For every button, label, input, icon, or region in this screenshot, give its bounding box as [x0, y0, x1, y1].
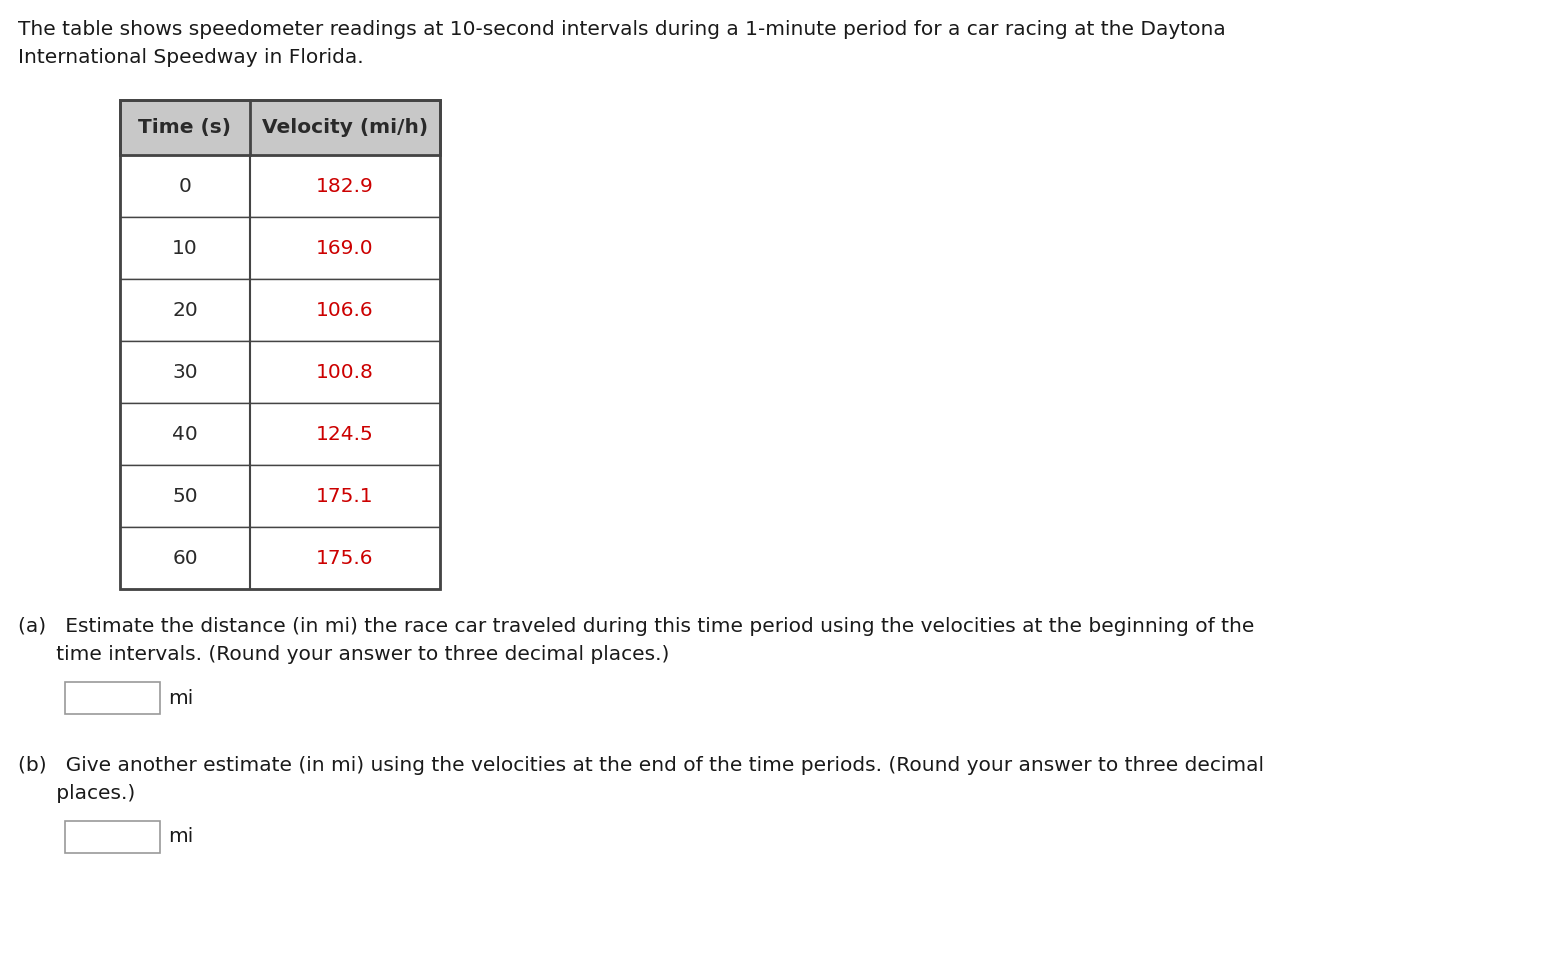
- Text: places.): places.): [19, 784, 135, 803]
- Text: 182.9: 182.9: [316, 177, 375, 195]
- Text: time intervals. (Round your answer to three decimal places.): time intervals. (Round your answer to th…: [19, 645, 669, 664]
- Text: 10: 10: [172, 238, 198, 258]
- Bar: [121, 100, 440, 155]
- Bar: [121, 403, 440, 465]
- Text: 30: 30: [172, 363, 198, 381]
- Text: 0: 0: [178, 177, 192, 195]
- Text: 124.5: 124.5: [316, 425, 375, 443]
- Bar: [121, 217, 440, 279]
- Text: 60: 60: [172, 548, 198, 568]
- Text: 20: 20: [172, 300, 198, 320]
- Text: 106.6: 106.6: [316, 300, 373, 320]
- Text: International Speedway in Florida.: International Speedway in Florida.: [19, 48, 364, 67]
- Bar: [121, 100, 440, 589]
- Bar: [65, 821, 159, 853]
- Text: 50: 50: [172, 487, 198, 505]
- Text: mi: mi: [169, 827, 194, 847]
- Text: 175.6: 175.6: [316, 548, 373, 568]
- Bar: [121, 465, 440, 527]
- Text: mi: mi: [169, 688, 194, 708]
- Text: 169.0: 169.0: [316, 238, 373, 258]
- Bar: [121, 155, 440, 217]
- Text: The table shows speedometer readings at 10-second intervals during a 1-minute pe: The table shows speedometer readings at …: [19, 20, 1226, 39]
- Text: (a)   Estimate the distance (in mi) the race car traveled during this time perio: (a) Estimate the distance (in mi) the ra…: [19, 617, 1254, 636]
- Text: 40: 40: [172, 425, 198, 443]
- Text: 100.8: 100.8: [316, 363, 375, 381]
- Text: Time (s): Time (s): [138, 118, 232, 137]
- Text: Velocity (mi/h): Velocity (mi/h): [262, 118, 429, 137]
- Text: 175.1: 175.1: [316, 487, 373, 505]
- Text: (b)   Give another estimate (in mi) using the velocities at the end of the time : (b) Give another estimate (in mi) using …: [19, 756, 1265, 775]
- Bar: [65, 682, 159, 714]
- Bar: [121, 527, 440, 589]
- Bar: [121, 279, 440, 341]
- Bar: [121, 341, 440, 403]
